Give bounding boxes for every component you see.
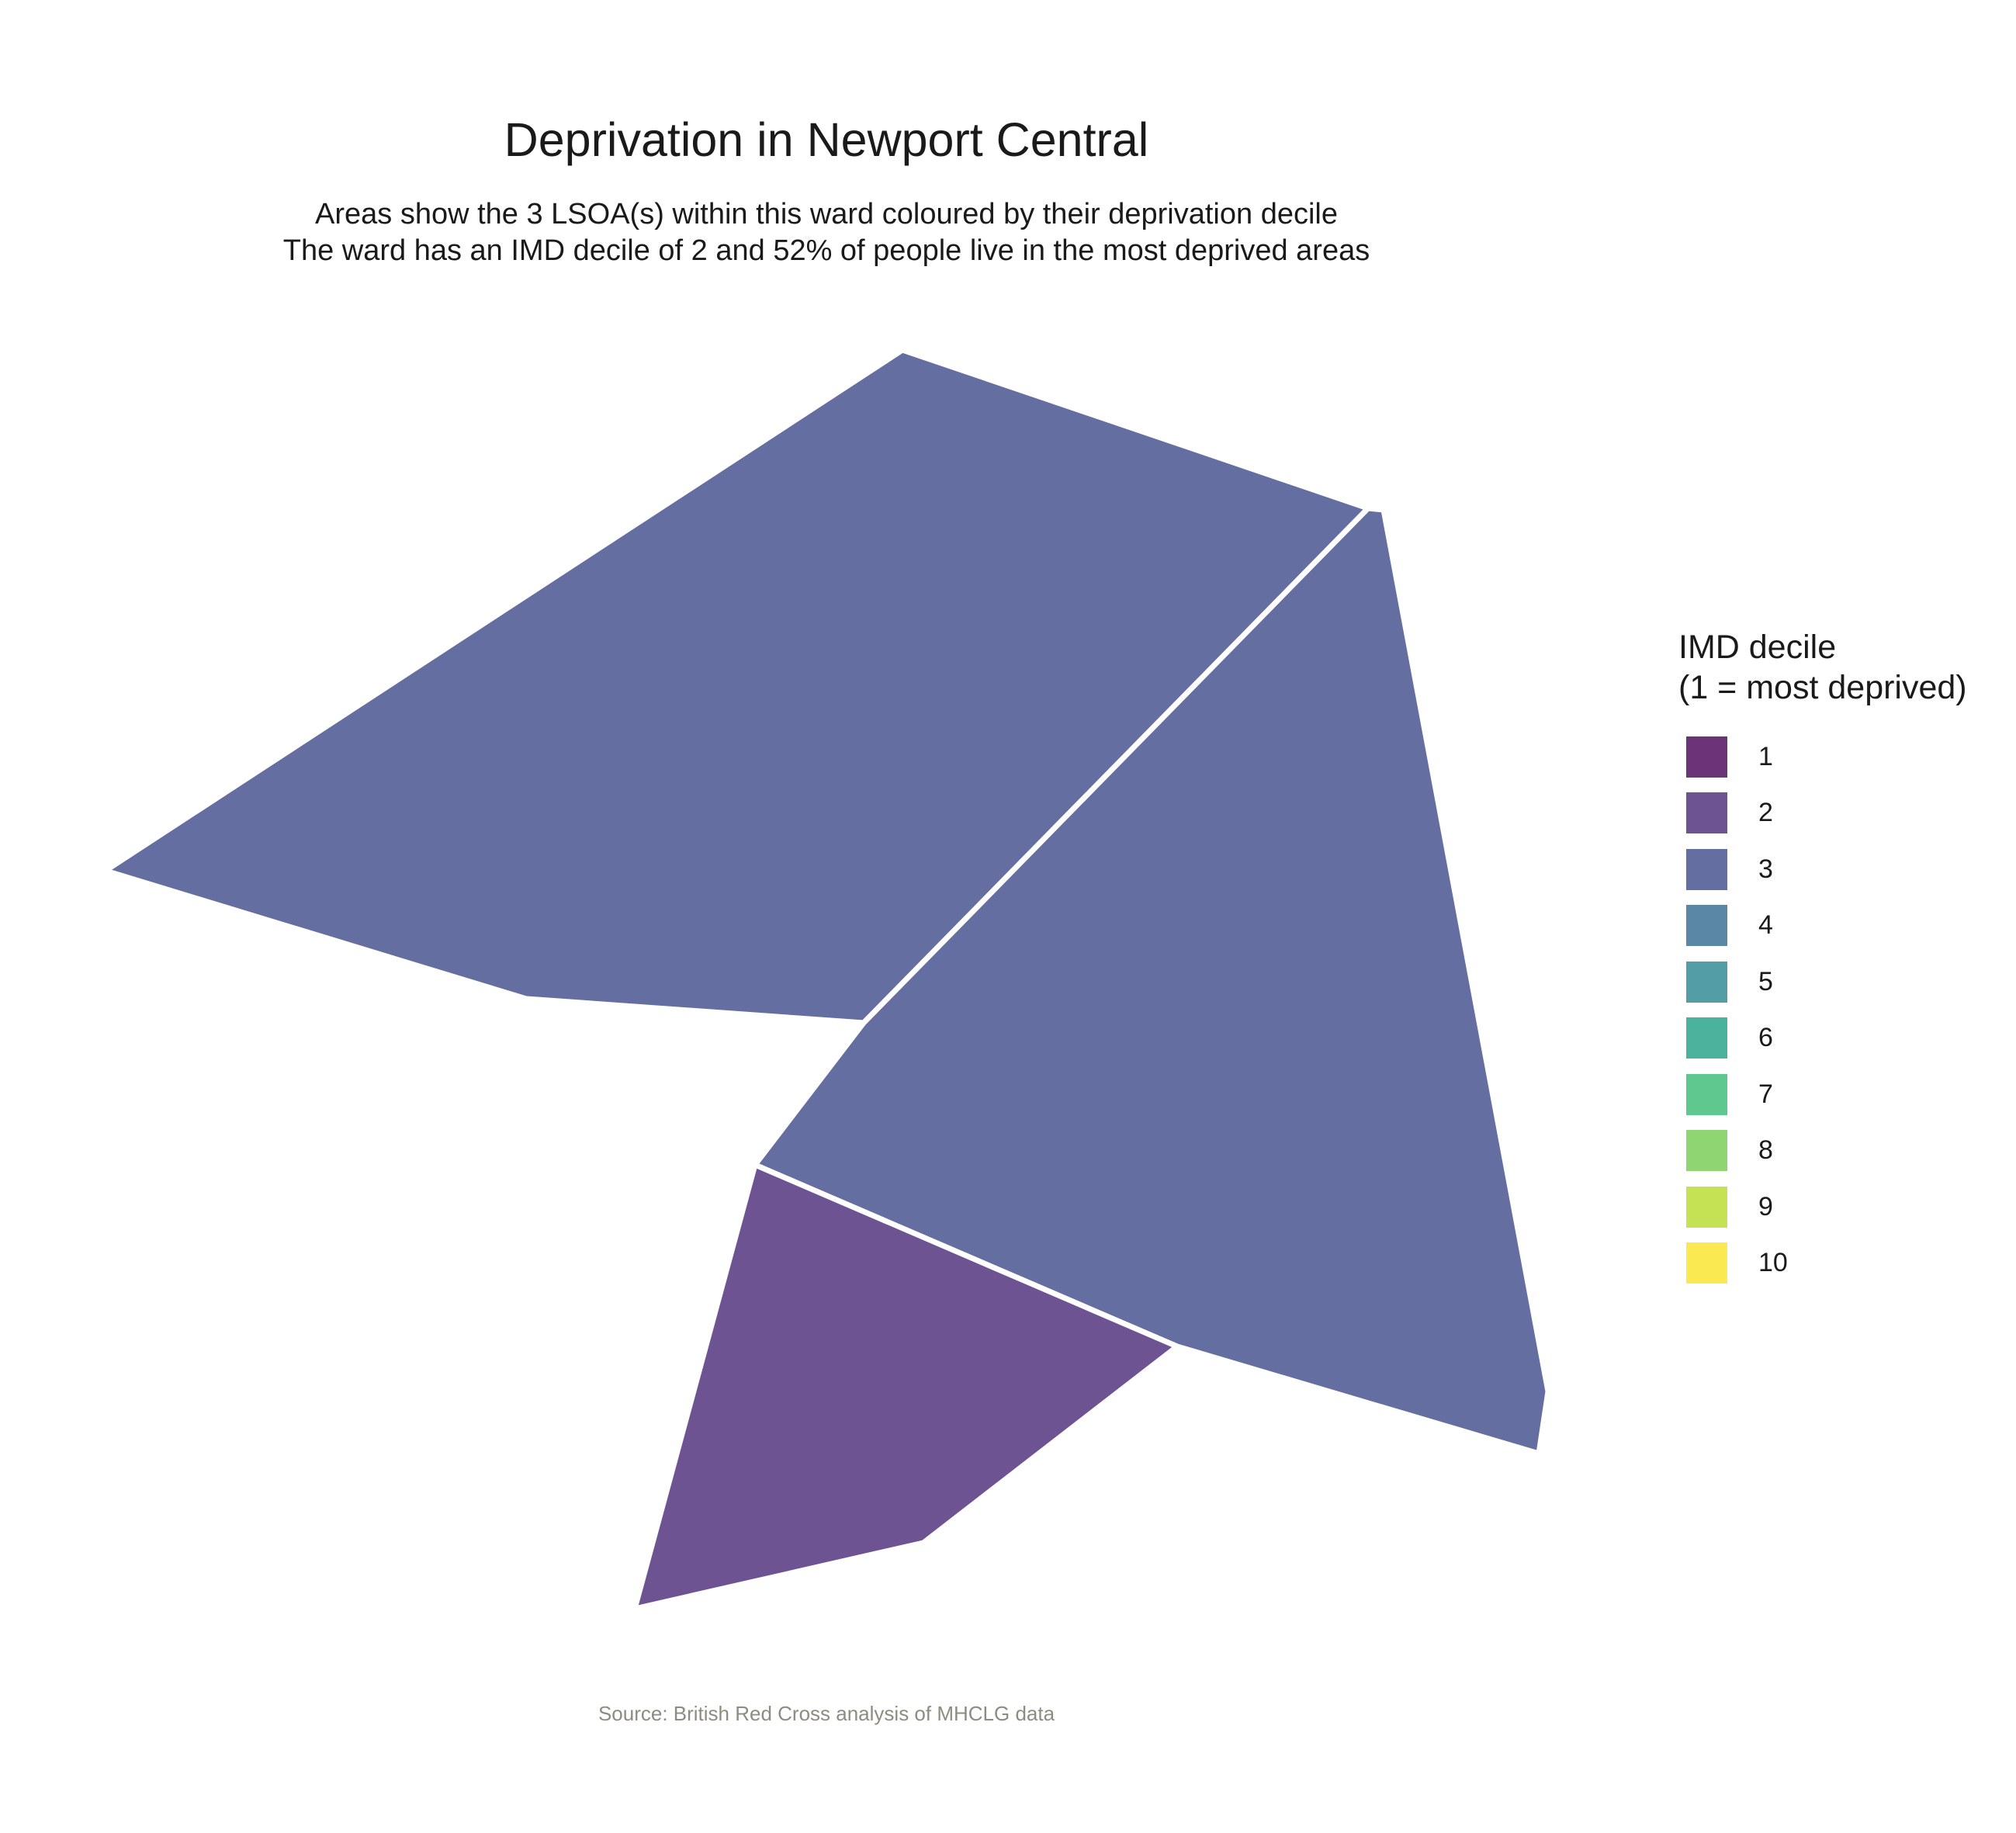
legend-item-6: 6 bbox=[1686, 1017, 1773, 1059]
lsoa-area-south[interactable] bbox=[632, 1162, 1180, 1612]
legend-label: 4 bbox=[1758, 910, 1773, 940]
chart-subtitle-line2: The ward has an IMD decile of 2 and 52% … bbox=[282, 234, 1370, 267]
legend-swatch bbox=[1686, 1074, 1727, 1115]
legend-title: IMD decile bbox=[1678, 629, 1837, 666]
legend-swatch bbox=[1686, 905, 1727, 946]
legend-swatch bbox=[1686, 1187, 1727, 1228]
legend-label: 8 bbox=[1758, 1135, 1773, 1165]
legend-label: 9 bbox=[1758, 1192, 1773, 1221]
legend-label: 6 bbox=[1758, 1023, 1773, 1052]
legend-label: 5 bbox=[1758, 967, 1773, 996]
chart-title: Deprivation in Newport Central bbox=[504, 113, 1149, 166]
legend-item-8: 8 bbox=[1686, 1130, 1773, 1171]
legend-item-9: 9 bbox=[1686, 1187, 1773, 1228]
legend-item-1: 1 bbox=[1686, 736, 1773, 778]
legend-subtitle: (1 = most deprived) bbox=[1678, 669, 1967, 706]
legend-swatch bbox=[1686, 736, 1727, 778]
legend-item-5: 5 bbox=[1686, 962, 1773, 1003]
legend-item-10: 10 bbox=[1686, 1242, 1788, 1284]
legend-label: 1 bbox=[1758, 742, 1773, 771]
lsoa-area-east[interactable] bbox=[752, 505, 1551, 1457]
legend-swatch bbox=[1686, 849, 1727, 890]
legend-swatch bbox=[1686, 1130, 1727, 1171]
legend-swatch bbox=[1686, 1017, 1727, 1059]
legend-swatch bbox=[1686, 1242, 1727, 1284]
legend-swatch bbox=[1686, 962, 1727, 1003]
chart-subtitle-line1: Areas show the 3 LSOA(s) within this war… bbox=[315, 198, 1338, 230]
legend-item-3: 3 bbox=[1686, 849, 1773, 890]
legend-label: 3 bbox=[1758, 854, 1773, 884]
source-caption: Source: British Red Cross analysis of MH… bbox=[598, 1702, 1055, 1725]
legend-item-7: 7 bbox=[1686, 1074, 1773, 1115]
lsoa-area-north[interactable] bbox=[102, 347, 1371, 1026]
legend-label: 7 bbox=[1758, 1079, 1773, 1109]
legend-item-4: 4 bbox=[1686, 905, 1773, 946]
legend-label: 2 bbox=[1758, 798, 1773, 827]
legend-item-2: 2 bbox=[1686, 792, 1773, 833]
legend-label: 10 bbox=[1758, 1248, 1788, 1277]
legend-swatch bbox=[1686, 792, 1727, 833]
